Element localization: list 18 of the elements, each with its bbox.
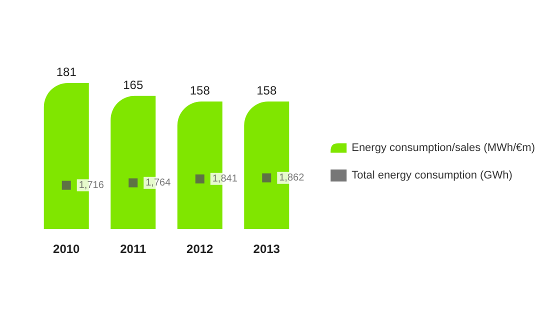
- x-tick-label: 2011: [120, 242, 146, 256]
- x-tick-label: 2013: [253, 242, 280, 256]
- legend-label: Total energy consumption (GWh): [352, 170, 512, 182]
- data-label: 158: [256, 84, 277, 98]
- x-tick-label: 2010: [53, 242, 80, 256]
- point: [195, 174, 204, 184]
- data-label: 181: [56, 65, 77, 79]
- data-label: 158: [190, 84, 210, 98]
- data-label: 1,841: [212, 173, 238, 184]
- point: [62, 180, 71, 190]
- data-label: 165: [123, 78, 144, 92]
- data-label: 1,764: [146, 177, 172, 188]
- legend-label: Energy consumption/sales (MWh/€m): [352, 142, 536, 154]
- point: [128, 178, 138, 188]
- data-label: 1,716: [78, 180, 104, 191]
- point: [262, 173, 272, 182]
- data-label: 1,862: [279, 172, 305, 184]
- x-tick-label: 2012: [186, 242, 214, 256]
